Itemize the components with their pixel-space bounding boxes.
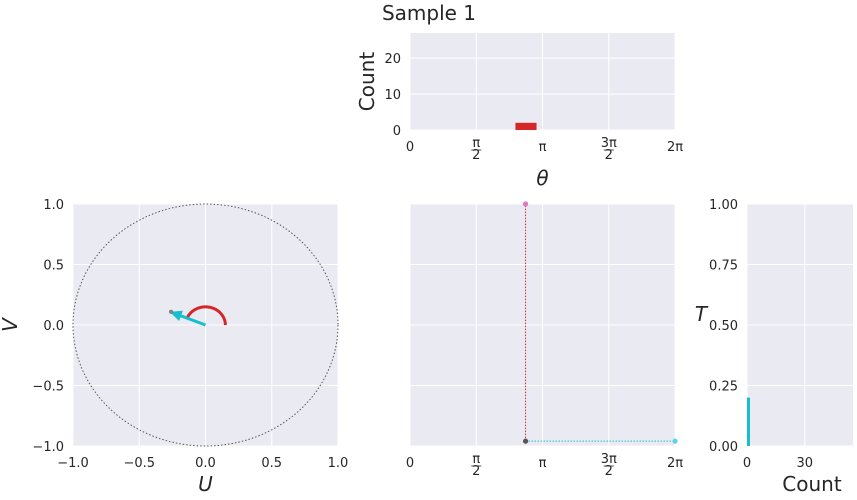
y-tick-label: −1.0	[32, 440, 64, 455]
x-tick-label: 2π	[667, 140, 683, 155]
y-axis-label: T	[695, 302, 709, 326]
marker-point	[522, 201, 529, 207]
x-axis-label: Count	[782, 472, 842, 496]
vector-tip-point	[169, 309, 174, 314]
y-tick-label: −0.5	[32, 380, 64, 395]
marker-point	[522, 438, 529, 444]
y-tick-label: 0.5	[43, 259, 64, 274]
y-tick-label: 0.25	[709, 380, 738, 395]
x-tick-label: 30	[797, 456, 814, 471]
x-tick-label: −1.0	[57, 456, 89, 471]
x-tick-label: 0.5	[261, 456, 282, 471]
y-axis-label: V	[0, 317, 22, 332]
x-axis-label: U	[198, 472, 213, 496]
x-tick-label-num: 3π	[601, 136, 617, 151]
x-axis-label: θ	[536, 166, 548, 190]
x-tick-label: 0.0	[195, 456, 216, 471]
x-tick-label: 0	[743, 456, 751, 471]
y-tick-label: 20	[384, 52, 401, 67]
x-tick-label: π	[539, 140, 547, 155]
y-tick-label: 1.00	[709, 198, 738, 213]
histogram-bar	[515, 122, 537, 130]
y-tick-label: 0.75	[709, 259, 738, 274]
y-tick-label: 1.0	[43, 198, 64, 213]
x-tick-label: π	[539, 456, 547, 471]
x-tick-label-den: 2	[605, 148, 613, 163]
x-tick-label: 3π2	[601, 452, 617, 479]
y-tick-label: 0.50	[709, 319, 738, 334]
figure-title: Sample 1	[382, 1, 476, 25]
x-tick-label: 1.0	[328, 456, 349, 471]
x-tick-label-den: 2	[605, 464, 613, 479]
x-tick-label-den: 2	[472, 464, 480, 479]
x-tick-label: 3π2	[601, 136, 617, 163]
x-tick-label-num: π	[472, 452, 480, 467]
x-tick-label-num: 3π	[601, 452, 617, 467]
x-tick-label: −0.5	[123, 456, 155, 471]
histogram-bar	[747, 397, 750, 446]
x-tick-label: π2	[471, 452, 482, 479]
angle-arc	[185, 305, 227, 326]
uv-plane-panel: −1.0 −0.5 0.0 0.5 1.0 −1.0 −0.5 0.0 0.5 1.0 U V	[0, 198, 348, 496]
y-tick-label: 10	[384, 88, 401, 103]
y-tick-label: 0.0	[43, 319, 64, 334]
x-tick-label: 0	[406, 456, 414, 471]
marker-point	[672, 438, 678, 444]
x-tick-label: 2π	[667, 456, 683, 471]
x-tick-label-den: 2	[472, 148, 480, 163]
y-tick-label: 0	[393, 124, 401, 139]
x-tick-label: 0	[406, 140, 414, 155]
unit-circle	[72, 203, 339, 447]
y-tick-label: 0.00	[709, 440, 738, 455]
x-tick-label-num: π	[472, 136, 480, 151]
y-axis-label: Count	[355, 52, 379, 112]
x-tick-label: π2	[471, 136, 482, 163]
vector-arrowhead	[169, 310, 183, 322]
